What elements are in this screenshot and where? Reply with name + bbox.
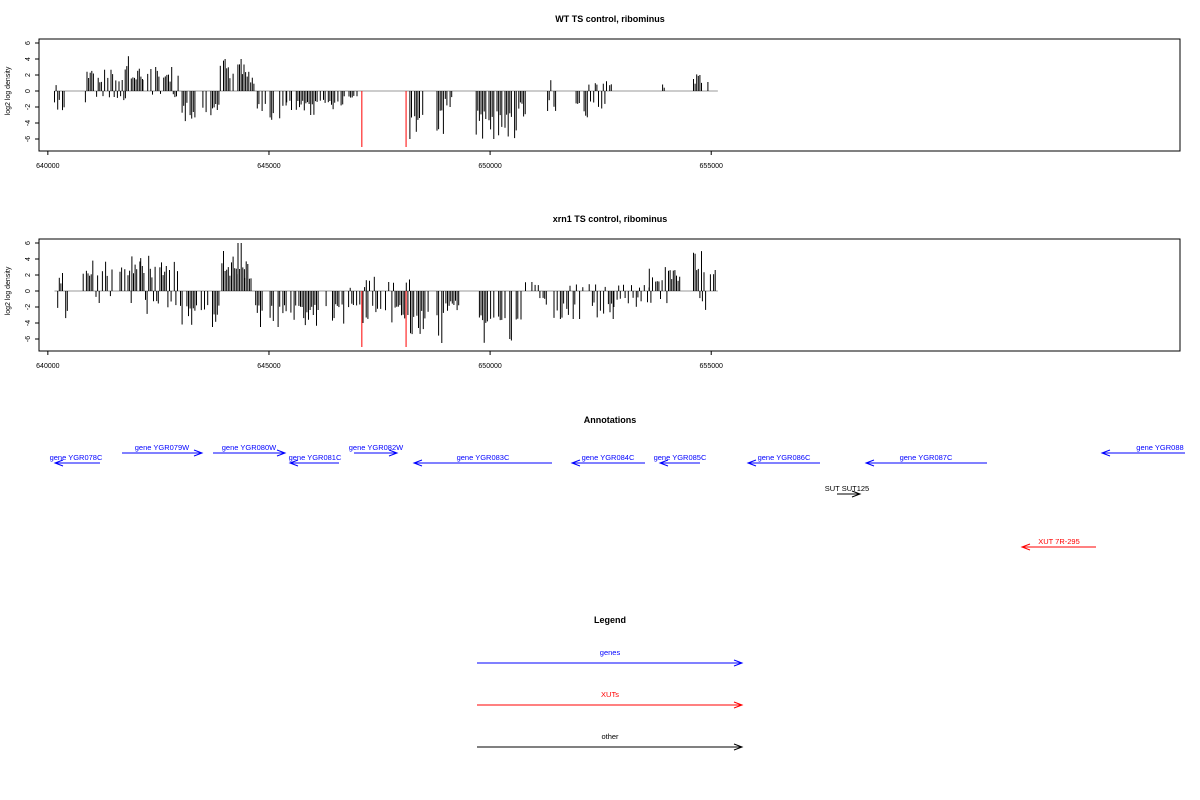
feature-gene: gene YGR084C <box>570 453 645 467</box>
arrow-head-right-icon <box>733 659 744 667</box>
plot-frame-xrn1 <box>38 238 1181 352</box>
feature-label: gene YGR078C <box>50 453 103 462</box>
feature-label: gene YGR082W <box>349 443 404 452</box>
feature-gene: gene YGR080W <box>213 443 287 457</box>
arrow-head-left-icon <box>746 459 757 467</box>
y-tick-label: 0 <box>25 289 32 293</box>
feature-xut: XUT 7R-295 <box>1020 537 1096 551</box>
arrow-head-left-icon <box>570 459 581 467</box>
x-tick-label: 650000 <box>478 163 501 170</box>
x-tick-label: 650000 <box>478 363 501 370</box>
arrow-head-right-icon <box>851 490 862 498</box>
y-tick-label: -2 <box>25 104 32 110</box>
arrow-head-left-icon <box>1100 449 1111 457</box>
xrn1-density-panel: xrn1 TS control, ribominus log2 log dens… <box>5 214 1181 370</box>
legend-items: genes XUTs other <box>477 648 744 751</box>
x-tick-label: 655000 <box>700 163 723 170</box>
x-tick-label: 640000 <box>36 363 59 370</box>
feature-label: gene YGR080W <box>222 443 277 452</box>
legend-item-gene: genes <box>477 648 744 667</box>
y-tick-label: -4 <box>25 120 32 126</box>
plot-frame-wt <box>38 38 1181 152</box>
annotations-title: Annotations <box>584 415 637 425</box>
legend: Legend genes XUTs other <box>477 615 744 751</box>
y-tick-label: -2 <box>25 304 32 310</box>
y-tick-label: 0 <box>25 89 32 93</box>
feature-label: gene YGR081C <box>289 453 342 462</box>
y-axis-wt: 6 4 2 0 -2 -4 -6 <box>25 41 39 142</box>
feature-gene: gene YGR087C <box>864 453 987 467</box>
feature-label: gene YGR087C <box>900 453 953 462</box>
arrow-head-left-icon <box>53 459 64 467</box>
y-tick-label: 2 <box>25 273 32 277</box>
feature-gene: gene YGR085C <box>654 453 707 467</box>
y-tick-label: -4 <box>25 320 32 326</box>
y-tick-label: 2 <box>25 73 32 77</box>
feature-label: gene YGR088 <box>1136 443 1183 452</box>
feature-gene: gene YGR083C <box>412 453 552 467</box>
wt-density-panel: WT TS control, ribominus log2 log densit… <box>5 14 1181 170</box>
legend-label: XUTs <box>601 690 619 699</box>
y-tick-label: -6 <box>25 136 32 142</box>
feature-label: XUT 7R-295 <box>1038 537 1080 546</box>
legend-item-xut: XUTs <box>477 690 744 709</box>
arrow-head-right-icon <box>276 449 287 457</box>
panel-title-xrn1: xrn1 TS control, ribominus <box>553 214 668 224</box>
feature-other: SUT SUT125 <box>825 484 869 498</box>
arrow-head-left-icon <box>658 459 669 467</box>
arrow-head-left-icon <box>288 459 299 467</box>
y-tick-label: 6 <box>25 241 32 245</box>
feature-gene: gene YGR078C <box>50 453 103 467</box>
y-tick-label: 4 <box>25 57 32 61</box>
y-axis-label-xrn1: log2 log density <box>5 266 12 315</box>
arrow-head-left-icon <box>864 459 875 467</box>
feature-label: gene YGR084C <box>582 453 635 462</box>
x-tick-label: 640000 <box>36 163 59 170</box>
feature-label: gene YGR085C <box>654 453 707 462</box>
feature-label: gene YGR079W <box>135 443 190 452</box>
feature-label: gene YGR086C <box>758 453 811 462</box>
y-tick-label: 4 <box>25 257 32 261</box>
feature-gene: gene YGR081C <box>288 453 342 467</box>
x-axis-wt: 640000 645000 650000 655000 <box>36 151 723 170</box>
arrow-head-left-icon <box>1020 543 1031 551</box>
feature-gene: gene YGR088 <box>1100 443 1185 457</box>
y-axis-xrn1: 6 4 2 0 -2 -4 -6 <box>25 241 39 342</box>
y-tick-label: 6 <box>25 41 32 45</box>
x-axis-xrn1: 640000 645000 650000 655000 <box>36 351 723 370</box>
feature-gene: gene YGR082W <box>349 443 404 457</box>
legend-title: Legend <box>594 615 626 625</box>
density-bars-wt <box>54 56 718 147</box>
x-tick-label: 655000 <box>700 363 723 370</box>
arrow-head-right-icon <box>733 743 744 751</box>
legend-label: genes <box>600 648 621 657</box>
feature-label: SUT SUT125 <box>825 484 869 493</box>
density-bars-xrn1 <box>54 243 718 347</box>
annotation-features: gene YGR078C gene YGR079W gene YGR080W gene… <box>50 443 1185 551</box>
arrow-head-left-icon <box>412 459 423 467</box>
x-tick-label: 645000 <box>257 363 280 370</box>
x-tick-label: 645000 <box>257 163 280 170</box>
y-tick-label: -6 <box>25 336 32 342</box>
arrow-head-right-icon <box>733 701 744 709</box>
legend-item-other: other <box>477 732 744 751</box>
legend-label: other <box>601 732 619 741</box>
arrow-head-right-icon <box>388 449 399 457</box>
feature-gene: gene YGR079W <box>122 443 204 457</box>
arrow-head-right-icon <box>193 449 204 457</box>
feature-label: gene YGR083C <box>457 453 510 462</box>
panel-title-wt: WT TS control, ribominus <box>555 14 665 24</box>
y-axis-label-wt: log2 log density <box>5 66 12 115</box>
feature-gene: gene YGR086C <box>746 453 820 467</box>
